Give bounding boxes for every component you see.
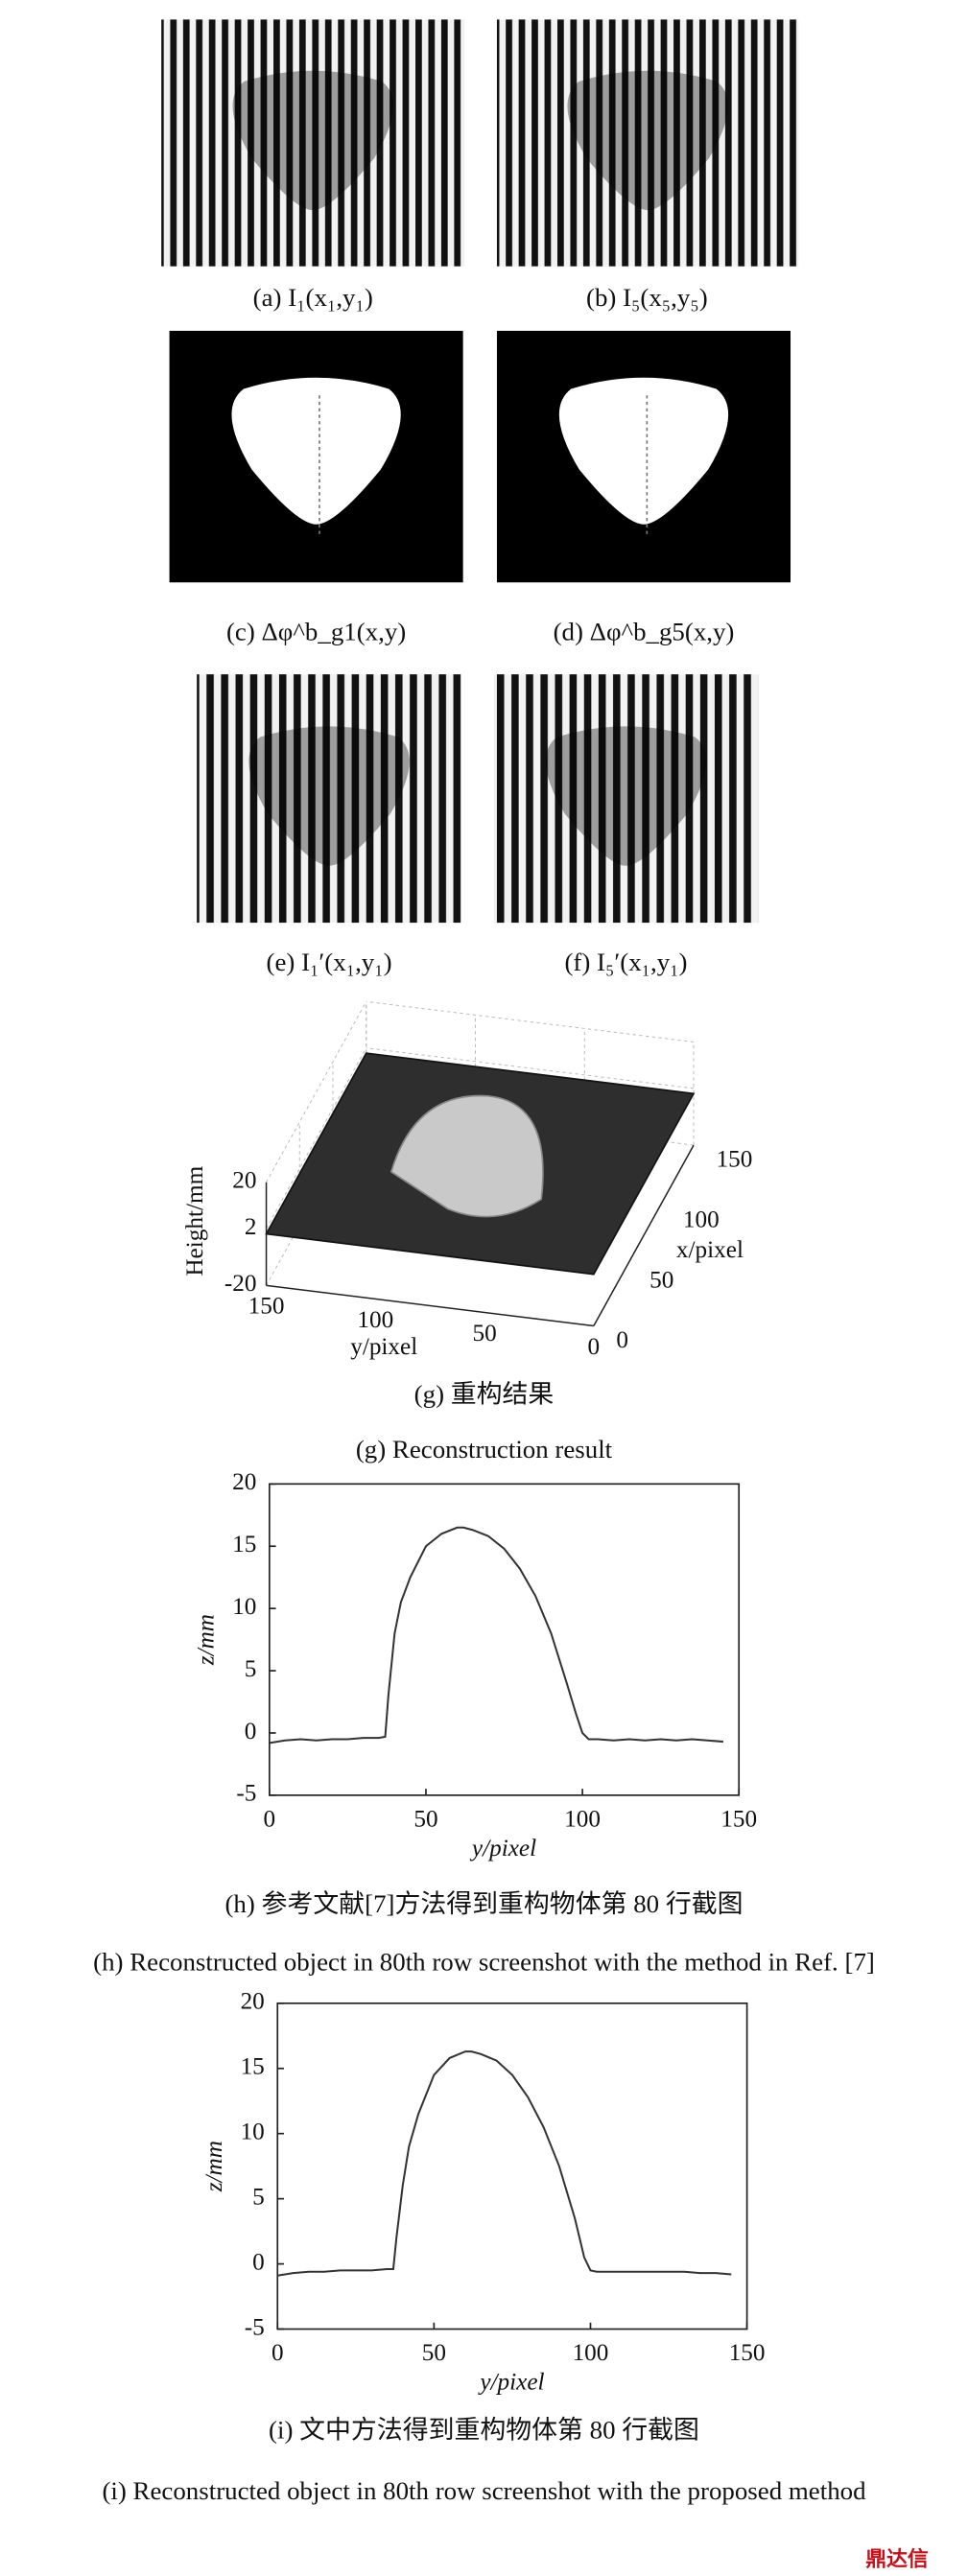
plot-frame [268, 1483, 741, 1796]
y-tick-label: 0 [245, 1719, 257, 1745]
x-tick-label: 100 [683, 1206, 720, 1232]
z-tick-label: 2 [245, 1214, 257, 1240]
data-line [269, 1526, 723, 1745]
x-axis-label: y/pixel [477, 2369, 544, 2395]
caption: (h) 参考文献[7]方法得到重构物体第 80 行截图 [224, 1889, 743, 1918]
y-tick-label: 0 [252, 2249, 265, 2275]
x-tick-label: 100 [564, 1807, 601, 1833]
caption: (g) Reconstruction result [356, 1435, 613, 1464]
object-shading [248, 726, 410, 866]
z-tick-label: -20 [224, 1271, 257, 1297]
surface-object [390, 1094, 544, 1218]
y-tick-label: 15 [232, 1532, 256, 1557]
caption: (a) I₁(x₁,y₁) [253, 283, 373, 312]
caption: (i) Reconstructed object in 80th row scr… [102, 2476, 866, 2505]
x-tick-label: 50 [422, 2340, 446, 2366]
fringe-image [496, 19, 799, 267]
object-shading [545, 726, 707, 866]
x-tick-label: 0 [616, 1327, 628, 1353]
fringe-image [197, 674, 461, 924]
fringe-image [161, 19, 465, 267]
caption: (c) Δφ^b_g1(x,y) [226, 617, 406, 645]
x-tick-label: 50 [649, 1267, 673, 1293]
caption: (f) I₅′(x₁,y₁) [564, 948, 687, 976]
mask-region [231, 377, 401, 525]
z-axis-label: Height/mm [182, 1165, 208, 1276]
grid-line [266, 1001, 367, 1183]
y-axis-label: z/mm [201, 2141, 227, 2192]
x-tick-label: 50 [413, 1807, 437, 1833]
object-shading [567, 70, 728, 211]
caption: (i) 文中方法得到重构物体第 80 行截图 [269, 2415, 699, 2444]
y-tick-label: 100 [357, 1307, 393, 1333]
y-tick-label: 50 [472, 1321, 496, 1347]
mask-region [558, 377, 729, 525]
caption: (d) Δφ^b_g5(x,y) [554, 617, 735, 645]
y-tick-label: 150 [248, 1294, 285, 1320]
y-tick-label: 0 [588, 1334, 601, 1360]
caption: (h) Reconstructed object in 80th row scr… [93, 1948, 875, 1977]
z-tick-label: 20 [232, 1168, 256, 1194]
grid-line [366, 1000, 695, 1042]
y-tick-label: 10 [232, 1594, 256, 1620]
caption: (e) I₁′(x₁,y₁) [267, 948, 392, 976]
y-tick-label: 10 [241, 2119, 265, 2144]
x-tick-label: 150 [720, 1807, 757, 1833]
plot-frame [276, 2002, 748, 2330]
x-tick-label: 150 [717, 1147, 753, 1173]
x-tick-label: 0 [264, 1807, 276, 1833]
y-tick-label: -5 [245, 2314, 265, 2340]
x-tick-label: 0 [272, 2340, 284, 2366]
caption: (b) I₅(x₅,y₅) [586, 283, 708, 312]
images [161, 19, 799, 924]
caption: (g) 重构结果 [414, 1380, 555, 1409]
data-line [277, 2050, 732, 2277]
object-shading [232, 70, 393, 211]
x-tick-label: 100 [573, 2340, 609, 2366]
axis-line [266, 1284, 594, 1327]
y-tick-label: 20 [241, 1989, 265, 2015]
y-tick-label: 5 [252, 2184, 265, 2210]
y-axis-label: z/mm [194, 1614, 220, 1666]
watermark: 鼎达信 [865, 2547, 929, 2571]
y-tick-label: 20 [232, 1469, 256, 1495]
x-tick-label: 150 [729, 2340, 766, 2366]
grid-line [266, 1047, 367, 1229]
y-tick-label: -5 [236, 1781, 256, 1807]
x-axis-label: x/pixel [676, 1237, 744, 1263]
y-tick-label: 15 [241, 2054, 265, 2080]
x-axis-label: y/pixel [469, 1836, 536, 1862]
y-axis-label: y/pixel [350, 1334, 417, 1360]
axis-line [593, 1144, 695, 1326]
fringe-image [493, 674, 759, 924]
y-tick-label: 5 [245, 1656, 257, 1682]
